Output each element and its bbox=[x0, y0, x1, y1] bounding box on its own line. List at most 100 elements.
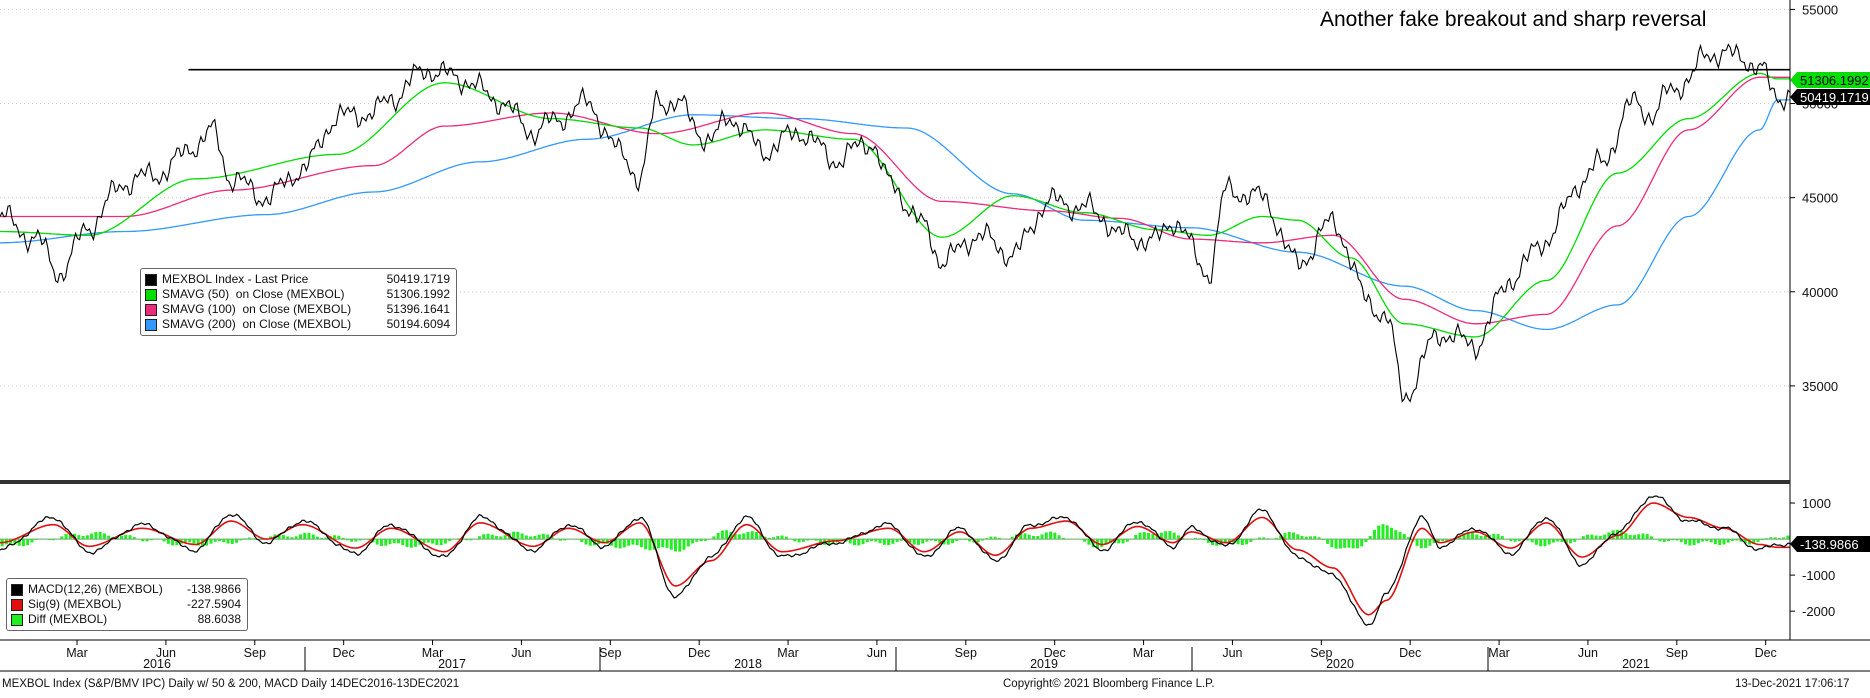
diff-bar bbox=[1198, 538, 1202, 540]
diff-bar bbox=[648, 539, 652, 551]
legend-value: 51306.1992 bbox=[386, 287, 450, 301]
diff-bar bbox=[171, 539, 175, 546]
diff-bar bbox=[1718, 539, 1722, 546]
diff-bar bbox=[1462, 533, 1466, 540]
legend-row-sma50: SMAVG (50) on Close (MEXBOL) 51306.1992 bbox=[145, 287, 450, 302]
diff-bar bbox=[154, 539, 158, 540]
tag-macd-text: -138.9866 bbox=[1800, 537, 1859, 552]
month-tick-label: Dec bbox=[1044, 646, 1066, 660]
diff-bar bbox=[955, 539, 959, 542]
diff-bar bbox=[1543, 539, 1547, 547]
diff-bar bbox=[614, 539, 618, 548]
diff-bar bbox=[1330, 539, 1334, 548]
diff-bar bbox=[1010, 536, 1014, 540]
diff-bar bbox=[1108, 539, 1112, 544]
legend-value: -138.9866 bbox=[186, 582, 241, 596]
diff-bar bbox=[311, 534, 315, 540]
month-tick-label: Sep bbox=[1666, 646, 1688, 660]
diff-bar bbox=[1662, 539, 1666, 542]
month-tick-label: Jun bbox=[1578, 646, 1598, 660]
diff-bar bbox=[379, 539, 383, 546]
diff-bar bbox=[1671, 539, 1675, 541]
legend-label: Diff (MEXBOL) bbox=[28, 612, 108, 626]
diff-bar bbox=[1743, 539, 1747, 544]
diff-bar bbox=[94, 532, 98, 540]
diff-bar bbox=[669, 539, 673, 550]
diff-bar bbox=[452, 539, 456, 540]
diff-bar bbox=[43, 539, 47, 540]
diff-bar bbox=[550, 536, 554, 540]
diff-bar bbox=[1040, 534, 1044, 540]
diff-bar bbox=[1722, 539, 1726, 545]
diff-bar bbox=[1087, 539, 1091, 545]
diff-bar bbox=[1517, 539, 1521, 542]
diff-bar bbox=[1726, 539, 1730, 543]
diff-bar bbox=[213, 539, 217, 542]
diff-bar bbox=[1777, 538, 1781, 540]
tag-sma50-text: 51306.1992 bbox=[1800, 73, 1869, 88]
sma50-line bbox=[0, 72, 1790, 338]
diff-bar bbox=[980, 539, 984, 541]
diff-bar bbox=[56, 538, 60, 540]
diff-bar bbox=[1317, 537, 1321, 540]
diff-bar bbox=[473, 538, 477, 540]
diff-bar bbox=[30, 539, 34, 543]
diff-bar bbox=[1701, 539, 1705, 542]
diff-bar bbox=[137, 539, 141, 540]
diff-bar bbox=[1245, 539, 1249, 545]
diff-bar bbox=[456, 538, 460, 540]
diff-bar bbox=[1705, 539, 1709, 542]
price-line bbox=[0, 43, 1791, 403]
diff-bar bbox=[580, 539, 584, 542]
diff-bar bbox=[405, 539, 409, 547]
diff-bar bbox=[51, 539, 55, 541]
diff-bar bbox=[789, 538, 793, 540]
diff-bar bbox=[277, 533, 281, 540]
diff-bar bbox=[1526, 539, 1530, 541]
diff-bar bbox=[1309, 536, 1313, 540]
diff-bar bbox=[1070, 539, 1074, 540]
diff-bar bbox=[1049, 531, 1053, 540]
diff-bar bbox=[746, 531, 750, 540]
month-tick-label: Dec bbox=[1755, 646, 1777, 660]
diff-bar bbox=[1134, 534, 1138, 540]
diff-bar bbox=[1159, 532, 1163, 540]
diff-bar bbox=[1496, 534, 1500, 540]
axis-layer: 35000400004500050000550001000-1000-20005… bbox=[0, 0, 1870, 672]
diff-bar bbox=[166, 539, 170, 544]
macd-tick-label: -1000 bbox=[1802, 568, 1835, 583]
diff-bar bbox=[1445, 539, 1449, 542]
diff-bar bbox=[529, 536, 533, 540]
diff-bar bbox=[1564, 539, 1568, 543]
diff-bar bbox=[1560, 539, 1564, 542]
diff-bar bbox=[1505, 538, 1509, 540]
diff-bar bbox=[1142, 532, 1146, 540]
diff-bar bbox=[1176, 535, 1180, 540]
diff-bar bbox=[1675, 539, 1679, 541]
diff-bar bbox=[870, 539, 874, 542]
diff-bar bbox=[1479, 535, 1483, 540]
year-label: 2019 bbox=[1030, 657, 1058, 671]
month-tick-label: Dec bbox=[333, 646, 355, 660]
diff-bar bbox=[1125, 539, 1129, 542]
diff-bar bbox=[1347, 539, 1351, 548]
tag-sma50-bg bbox=[1790, 72, 1870, 88]
diff-bar bbox=[13, 539, 17, 545]
diff-bar bbox=[1202, 539, 1206, 541]
diff-bar bbox=[367, 539, 371, 541]
diff-bar bbox=[1684, 539, 1688, 545]
diff-bar bbox=[396, 539, 400, 544]
diff-bar bbox=[938, 539, 942, 543]
diff-bar bbox=[1709, 539, 1713, 543]
diff-bar bbox=[1441, 539, 1445, 541]
diff-bar bbox=[993, 536, 997, 540]
diff-bar bbox=[644, 539, 648, 550]
diff-bar bbox=[959, 539, 963, 540]
diff-bar bbox=[465, 539, 469, 541]
diff-bar bbox=[857, 539, 861, 546]
diff-bar bbox=[1407, 537, 1411, 540]
diff-bar bbox=[1338, 539, 1342, 549]
diff-bar bbox=[388, 539, 392, 545]
legend-value: -227.5904 bbox=[186, 597, 241, 611]
